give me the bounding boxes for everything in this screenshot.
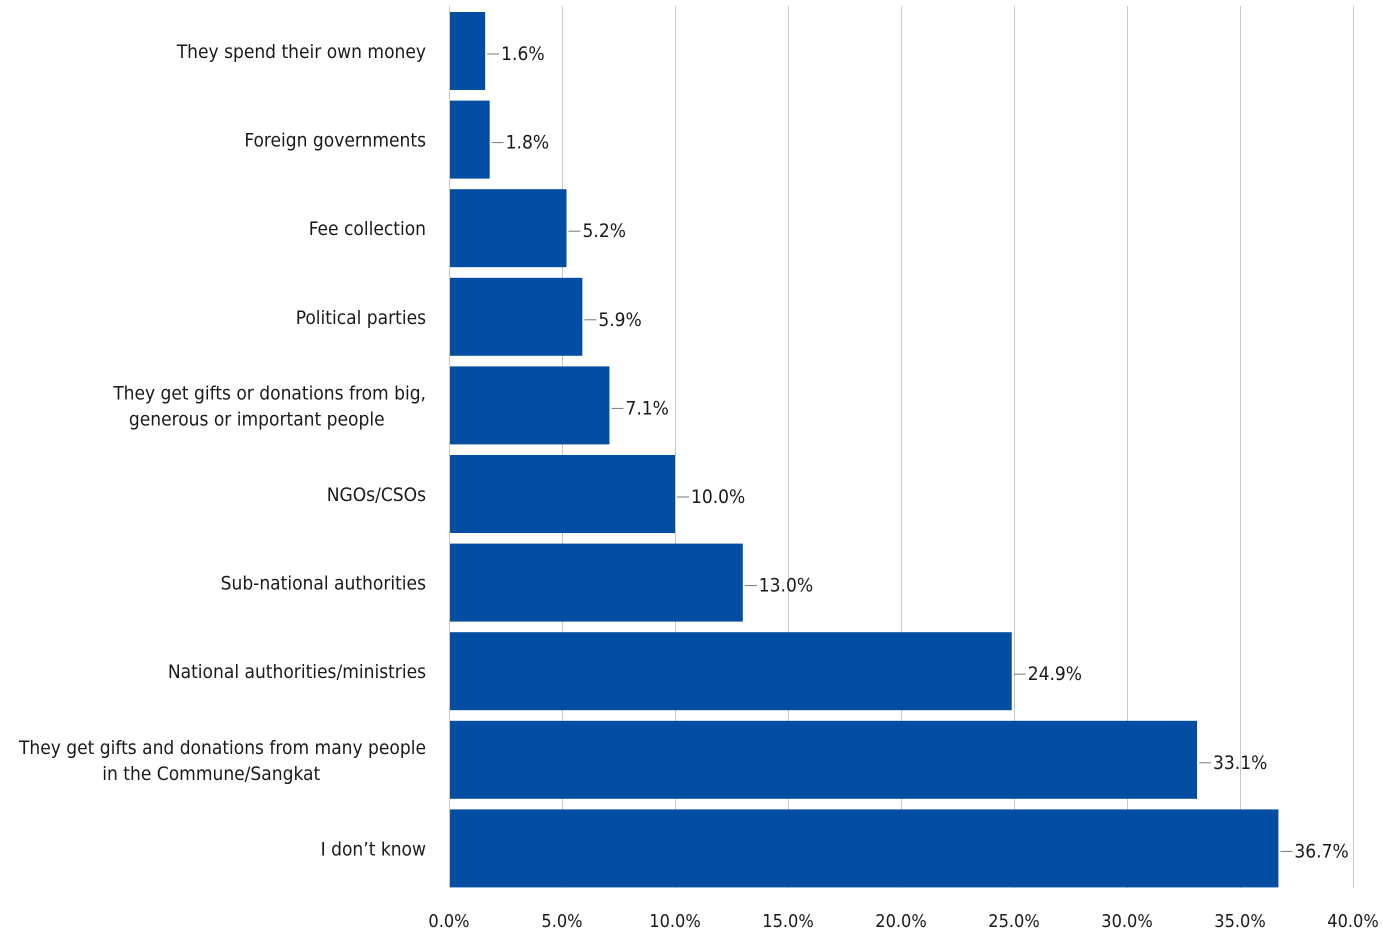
value-label: 24.9% <box>1028 663 1082 685</box>
x-tick-label: 5.0% <box>541 911 582 932</box>
x-tick-label: 20.0% <box>875 911 926 932</box>
bars <box>450 12 1279 888</box>
category-label: Sub-national authorities <box>221 573 426 595</box>
category-label-line: They spend their own money <box>176 41 426 63</box>
category-labels: They spend their own money Foreign govern… <box>18 41 426 860</box>
category-label-line: Fee collection <box>309 218 426 240</box>
category-label: Fee collection <box>309 218 426 240</box>
category-label: I don’t know <box>321 838 426 860</box>
value-label: 36.7% <box>1294 840 1348 862</box>
bar <box>450 543 743 622</box>
category-label-line: I don’t know <box>321 838 426 860</box>
value-label: 5.9% <box>598 309 641 331</box>
category-label: National authorities/ministries <box>168 661 426 683</box>
category-label: Political parties <box>296 307 426 329</box>
bar <box>450 277 583 356</box>
category-label: Foreign governments <box>244 130 426 152</box>
category-label-line: Foreign governments <box>244 130 426 152</box>
category-label-line: Political parties <box>296 307 426 329</box>
x-tick-labels: 0.0% 5.0% 10.0% 15.0% 20.0% 25.0% 30.0% 35.0% 40… <box>428 911 1378 932</box>
x-tick-label: 10.0% <box>649 911 700 932</box>
value-label: 7.1% <box>625 397 668 419</box>
value-labels: 1.6% 1.8% 5.2% 5.9% 7.1% 10.0% 13.0% 24.9% 33.1%… <box>487 43 1349 862</box>
bar <box>450 720 1198 799</box>
x-tick-label: 40.0% <box>1327 911 1378 932</box>
value-label: 5.2% <box>583 220 626 242</box>
bar <box>450 100 490 179</box>
x-tick-label: 30.0% <box>1101 911 1152 932</box>
category-label-line: They get gifts or donations from big, <box>112 382 426 404</box>
category-label-line: generous or important people <box>129 408 385 430</box>
bar <box>450 809 1279 888</box>
category-label-line: in the Commune/Sangkat <box>102 763 320 785</box>
value-label: 33.1% <box>1213 752 1267 774</box>
value-label: 13.0% <box>759 575 813 597</box>
x-tick-label: 0.0% <box>428 911 469 932</box>
category-label: They get gifts and donations from many p… <box>18 737 426 785</box>
x-tick-label: 25.0% <box>988 911 1039 932</box>
gridlines <box>449 6 1354 888</box>
bar <box>450 455 675 533</box>
category-label: They spend their own money <box>176 41 426 63</box>
value-label: 1.8% <box>506 132 549 154</box>
value-label: 1.6% <box>501 43 544 65</box>
value-label: 10.0% <box>691 486 745 508</box>
category-label-line: National authorities/ministries <box>168 661 426 683</box>
x-tick-label: 15.0% <box>762 911 813 932</box>
category-label: They get gifts or donations from big, gen… <box>112 382 426 430</box>
category-label-line: NGOs/CSOs <box>327 484 426 506</box>
bar <box>450 189 567 268</box>
bar <box>450 366 610 445</box>
category-label-line: They get gifts and donations from many p… <box>18 737 426 759</box>
bar <box>450 12 486 90</box>
category-label-line: Sub-national authorities <box>221 573 426 595</box>
bar <box>450 632 1012 711</box>
category-label: NGOs/CSOs <box>327 484 426 506</box>
x-tick-label: 35.0% <box>1214 911 1265 932</box>
